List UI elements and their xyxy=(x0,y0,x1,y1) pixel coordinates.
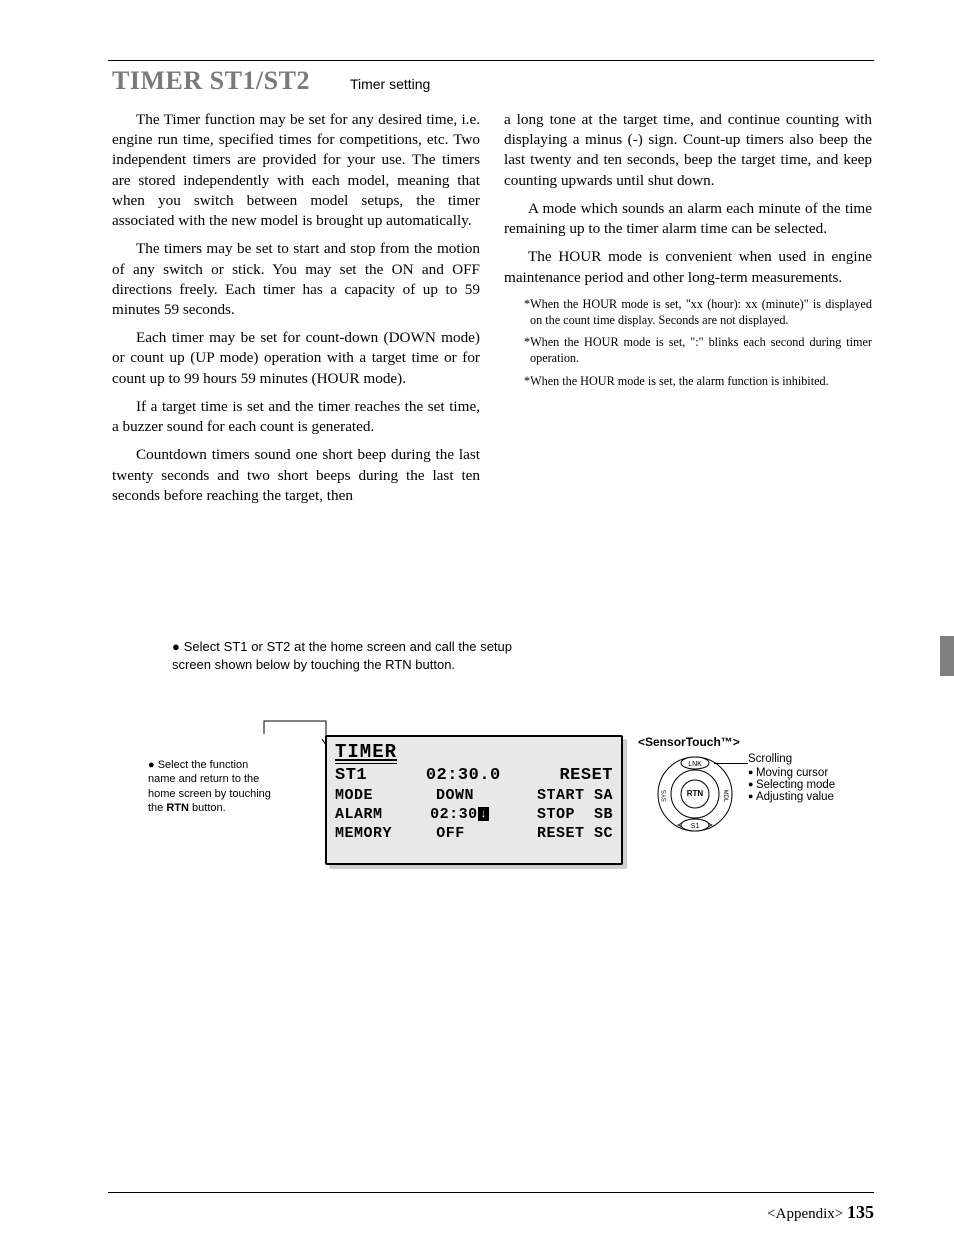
paragraph: If a target time is set and the timer re… xyxy=(112,397,480,437)
list-item: Adjusting value xyxy=(748,791,835,803)
page-edge-tab xyxy=(940,636,954,676)
right-column: a long tone at the target time, and cont… xyxy=(504,110,872,514)
instruction-text: Select ST1 or ST2 at the home screen and… xyxy=(172,638,512,673)
lcd-cell: OFF xyxy=(436,825,465,842)
paragraph: The Timer function may be set for any de… xyxy=(112,110,480,231)
appendix-label: <Appendix> xyxy=(767,1206,843,1222)
top-rule xyxy=(108,60,874,61)
sensortouch-wheel-icon: RTN LNK S1 SYS MDL xyxy=(656,755,734,833)
lcd-screen: TIMER ST1 02:30.0 RESET MODE DOWN START … xyxy=(325,735,623,865)
paragraph: A mode which sounds an alarm each minute… xyxy=(504,199,872,239)
bullet-icon xyxy=(148,759,158,771)
lcd-row: ST1 02:30.0 RESET xyxy=(335,766,613,785)
paragraph: Countdown timers sound one short beep du… xyxy=(112,445,480,506)
note: *When the HOUR mode is set, ":" blinks e… xyxy=(524,334,872,366)
scrolling-label: Scrolling xyxy=(748,753,792,765)
lcd-header: TIMER xyxy=(335,741,397,764)
lcd-row: MODE DOWN START SA xyxy=(335,787,613,804)
lcd-cell: 02:30.0 xyxy=(426,766,501,785)
body-columns: The Timer function may be set for any de… xyxy=(112,110,872,514)
lcd-cell: ALARM xyxy=(335,806,383,823)
paragraph: The timers may be set to start and stop … xyxy=(112,239,480,320)
page-header: TIMER ST1/ST2 Timer setting xyxy=(112,66,874,96)
lcd-cell: MEMORY xyxy=(335,825,392,842)
paragraph: a long tone at the target time, and cont… xyxy=(504,110,872,191)
page-title: TIMER ST1/ST2 xyxy=(112,66,310,96)
lcd-row: ALARM 02:30↓ STOP SB xyxy=(335,806,613,823)
left-callout: Select the function name and return to t… xyxy=(148,758,278,815)
sensortouch-panel: <SensorTouch™> Scrolling Moving cursor S… xyxy=(638,735,858,749)
page-footer: <Appendix> 135 xyxy=(767,1202,874,1223)
rtn-label: RTN xyxy=(166,802,189,814)
note: *When the HOUR mode is set, "xx (hour): … xyxy=(524,296,872,328)
lcd-cell: 02:30↓ xyxy=(430,806,489,823)
manual-page: TIMER ST1/ST2 Timer setting The Timer fu… xyxy=(0,0,954,1251)
page-number: 135 xyxy=(847,1202,874,1222)
paragraph: Each timer may be set for count-down (DO… xyxy=(112,328,480,389)
lcd-cell: MODE xyxy=(335,787,373,804)
down-arrow-icon: ↓ xyxy=(478,807,490,821)
callout-arrow xyxy=(264,717,329,747)
lcd-cell: DOWN xyxy=(436,787,474,804)
wheel-left-label: SYS xyxy=(662,790,668,802)
lcd-cell: START SA xyxy=(537,787,613,804)
paragraph: The HOUR mode is convenient when used in… xyxy=(504,247,872,287)
wheel-center-label: RTN xyxy=(687,789,704,798)
lcd-row: MEMORY OFF RESET SC xyxy=(335,825,613,842)
wheel-right-label: MDL xyxy=(722,790,728,803)
sensortouch-list: Moving cursor Selecting mode Adjusting v… xyxy=(748,767,835,803)
lcd-screenshot: TIMER ST1 02:30.0 RESET MODE DOWN START … xyxy=(325,735,623,865)
page-subtitle: Timer setting xyxy=(350,76,430,92)
list-item: Selecting mode xyxy=(748,779,835,791)
callout-text: button. xyxy=(189,802,226,814)
lcd-cell: ST1 xyxy=(335,766,367,785)
bottom-rule xyxy=(108,1192,874,1193)
list-item: Moving cursor xyxy=(748,767,835,779)
lcd-cell: RESET SC xyxy=(537,825,613,842)
wheel-bottom-label: S1 xyxy=(691,823,700,830)
wheel-top-label: LNK xyxy=(688,761,702,768)
lcd-value: 02:30 xyxy=(430,806,478,823)
sensortouch-title: <SensorTouch™> xyxy=(638,735,858,749)
lcd-cell: RESET xyxy=(559,766,613,785)
lcd-cell: STOP SB xyxy=(537,806,613,823)
fine-print: *When the HOUR mode is set, "xx (hour): … xyxy=(524,296,872,389)
note: *When the HOUR mode is set, the alarm fu… xyxy=(524,373,872,389)
left-column: The Timer function may be set for any de… xyxy=(112,110,480,514)
